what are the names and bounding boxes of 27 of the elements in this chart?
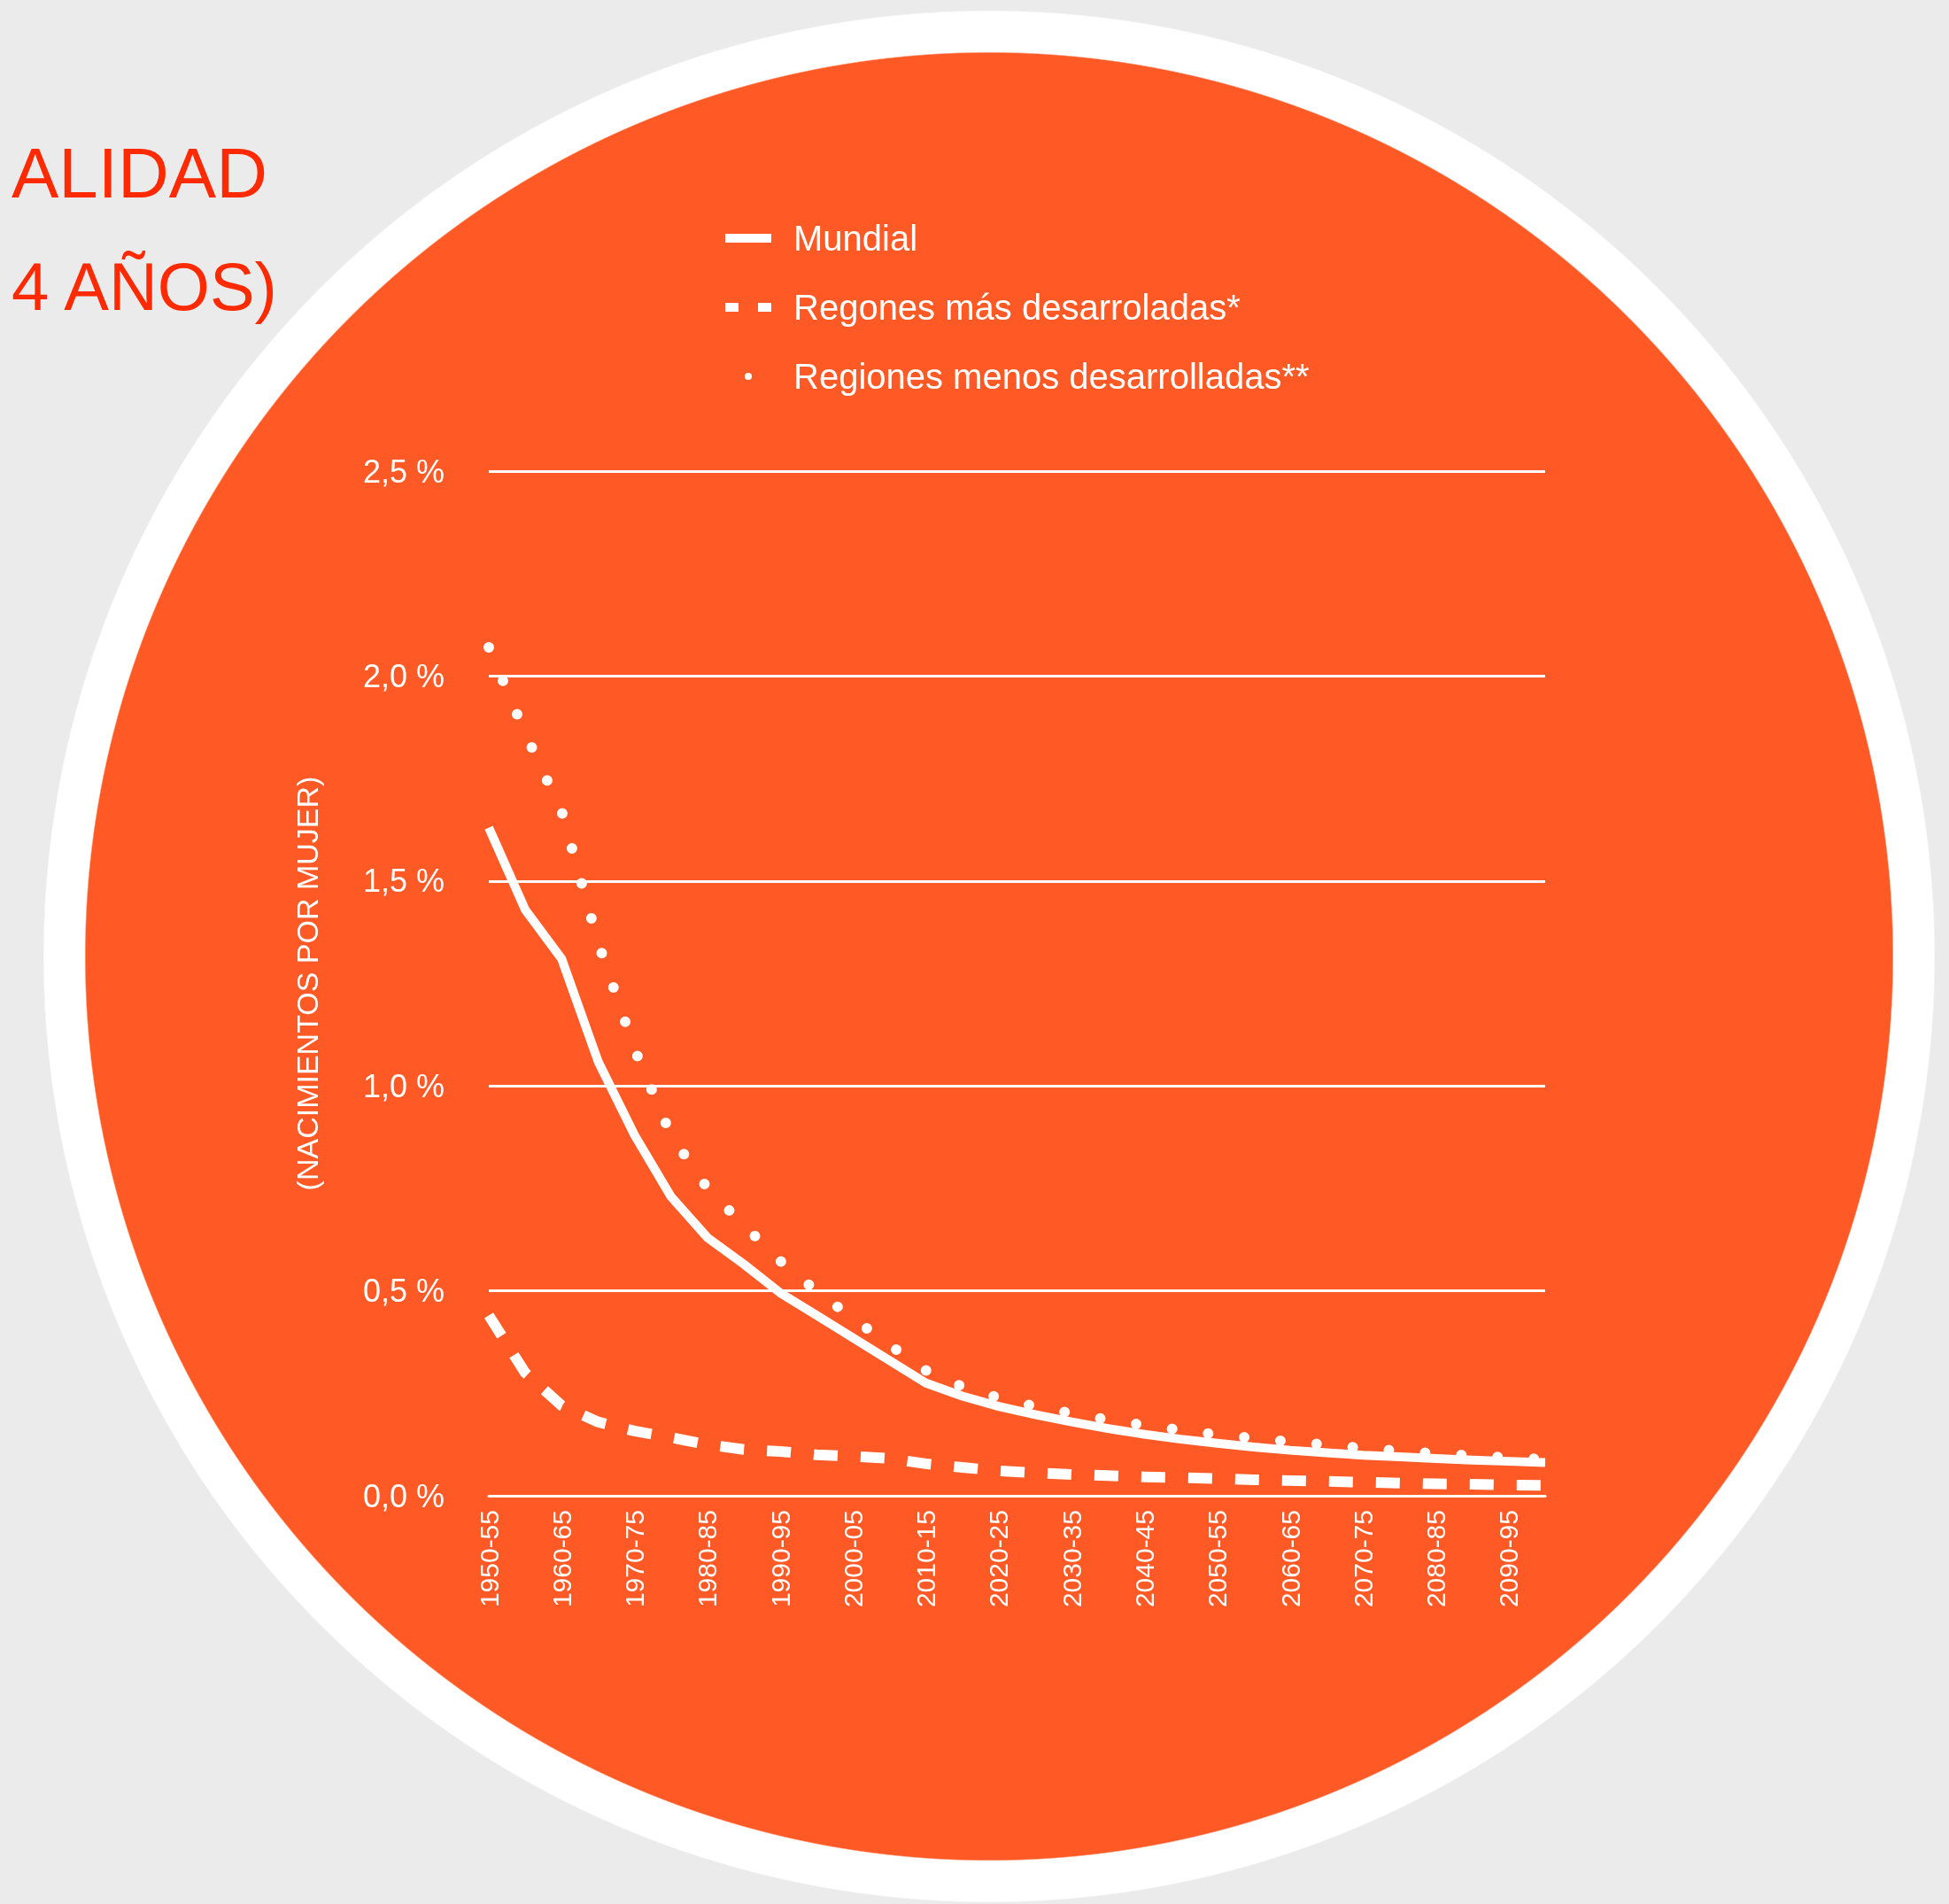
x-tick-label: 2090-95 bbox=[1494, 1510, 1524, 1608]
y-tick-label: 0,5 % bbox=[362, 1273, 445, 1310]
x-tick-label: 2020-25 bbox=[984, 1510, 1014, 1608]
x-tick-label: 2080-85 bbox=[1421, 1510, 1451, 1608]
x-tick-label: 2010-15 bbox=[911, 1510, 941, 1608]
x-tick-label: 1990-95 bbox=[765, 1510, 795, 1608]
y-axis-title: (NACIMIENTOS POR MUJER) bbox=[290, 776, 324, 1191]
chart-subtitle: 4 AÑOS) bbox=[12, 248, 277, 324]
y-tick-label: 1,0 % bbox=[362, 1067, 445, 1104]
x-tick-label: 1980-85 bbox=[692, 1510, 723, 1608]
legend-label: Mundial bbox=[793, 219, 918, 258]
x-tick-label: 1960-65 bbox=[546, 1510, 576, 1608]
x-tick-label: 2000-05 bbox=[838, 1510, 868, 1608]
x-tick-label: 2050-55 bbox=[1203, 1510, 1233, 1608]
chart-title: ALIDAD bbox=[12, 133, 267, 213]
y-tick-label: 2,5 % bbox=[362, 453, 445, 490]
x-tick-label: 2070-75 bbox=[1348, 1510, 1378, 1608]
y-tick-label: 0,0 % bbox=[362, 1477, 445, 1514]
x-tick-label: 1950-55 bbox=[474, 1510, 504, 1608]
legend-label: Regiones menos desarrolladas** bbox=[793, 357, 1310, 396]
legend-label: Regones más desarroladas* bbox=[793, 288, 1241, 327]
x-tick-label: 2040-45 bbox=[1129, 1510, 1159, 1608]
y-tick-label: 1,5 % bbox=[362, 863, 445, 900]
x-tick-label: 1970-75 bbox=[620, 1510, 650, 1608]
x-tick-label: 2060-65 bbox=[1275, 1510, 1305, 1608]
x-tick-label: 2030-35 bbox=[1056, 1510, 1087, 1608]
y-tick-label: 2,0 % bbox=[362, 657, 445, 694]
